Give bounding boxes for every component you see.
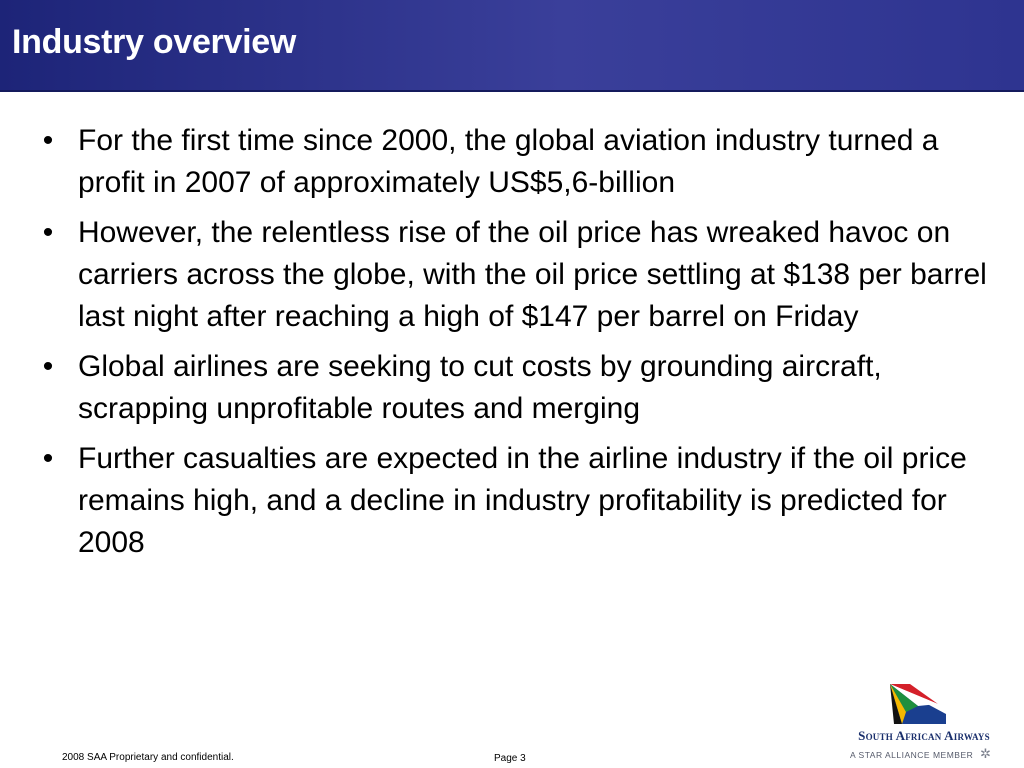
saa-logo: South African Airways A STAR ALLIANCE ME… [844, 684, 1004, 766]
bullet-text: However, the relentless rise of the oil … [78, 216, 987, 333]
title-bar: Industry overview [0, 0, 1024, 92]
logo-tagline: A STAR ALLIANCE MEMBER [850, 750, 974, 760]
bullet-dot-icon: • [42, 124, 54, 157]
bullet-item: • For the first time since 2000, the glo… [38, 120, 1003, 204]
bullet-dot-icon: • [42, 442, 54, 475]
slide-title: Industry overview [12, 23, 296, 61]
bullet-item: • However, the relentless rise of the oi… [38, 212, 1003, 338]
bullet-text: Global airlines are seeking to cut costs… [78, 350, 882, 425]
bullet-list: • For the first time since 2000, the glo… [38, 120, 1003, 572]
bullet-dot-icon: • [42, 216, 54, 249]
page-number: Page 3 [494, 753, 526, 764]
saa-tail-flag-icon [890, 684, 946, 724]
star-alliance-icon: ✲ [980, 746, 991, 761]
confidential-notice: 2008 SAA Proprietary and confidential. [62, 752, 234, 763]
bullet-text: For the first time since 2000, the globa… [78, 124, 939, 199]
bullet-text: Further casualties are expected in the a… [78, 442, 967, 559]
bullet-item: • Further casualties are expected in the… [38, 438, 1003, 564]
bullet-item: • Global airlines are seeking to cut cos… [38, 346, 1003, 430]
logo-name: South African Airways [858, 728, 990, 743]
bullet-dot-icon: • [42, 350, 54, 383]
